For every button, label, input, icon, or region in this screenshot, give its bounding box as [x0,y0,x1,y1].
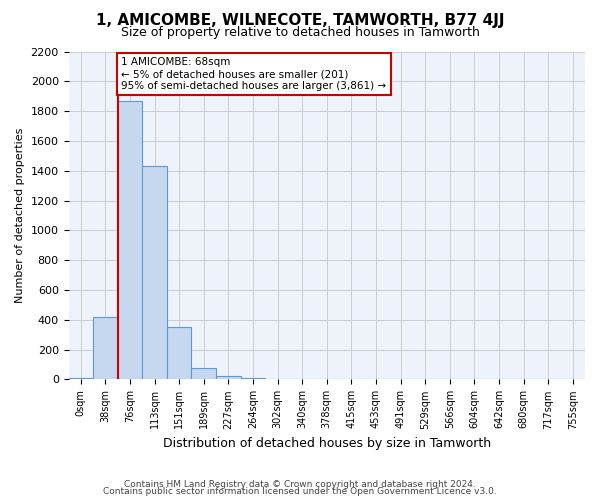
Bar [216,376,241,380]
Text: Contains public sector information licensed under the Open Government Licence v3: Contains public sector information licen… [103,487,497,496]
Bar [142,166,167,380]
X-axis label: Distribution of detached houses by size in Tamworth: Distribution of detached houses by size … [163,437,491,450]
Bar [241,378,265,380]
Bar [265,378,290,380]
Text: Size of property relative to detached houses in Tamworth: Size of property relative to detached ho… [121,26,479,39]
Bar [167,328,191,380]
Bar [118,100,142,380]
Bar [93,317,118,380]
Bar [68,378,93,380]
Text: 1 AMICOMBE: 68sqm
← 5% of detached houses are smaller (201)
95% of semi-detached: 1 AMICOMBE: 68sqm ← 5% of detached house… [121,58,386,90]
Text: Contains HM Land Registry data © Crown copyright and database right 2024.: Contains HM Land Registry data © Crown c… [124,480,476,489]
Bar [191,368,216,380]
Text: 1, AMICOMBE, WILNECOTE, TAMWORTH, B77 4JJ: 1, AMICOMBE, WILNECOTE, TAMWORTH, B77 4J… [96,12,504,28]
Y-axis label: Number of detached properties: Number of detached properties [15,128,25,303]
